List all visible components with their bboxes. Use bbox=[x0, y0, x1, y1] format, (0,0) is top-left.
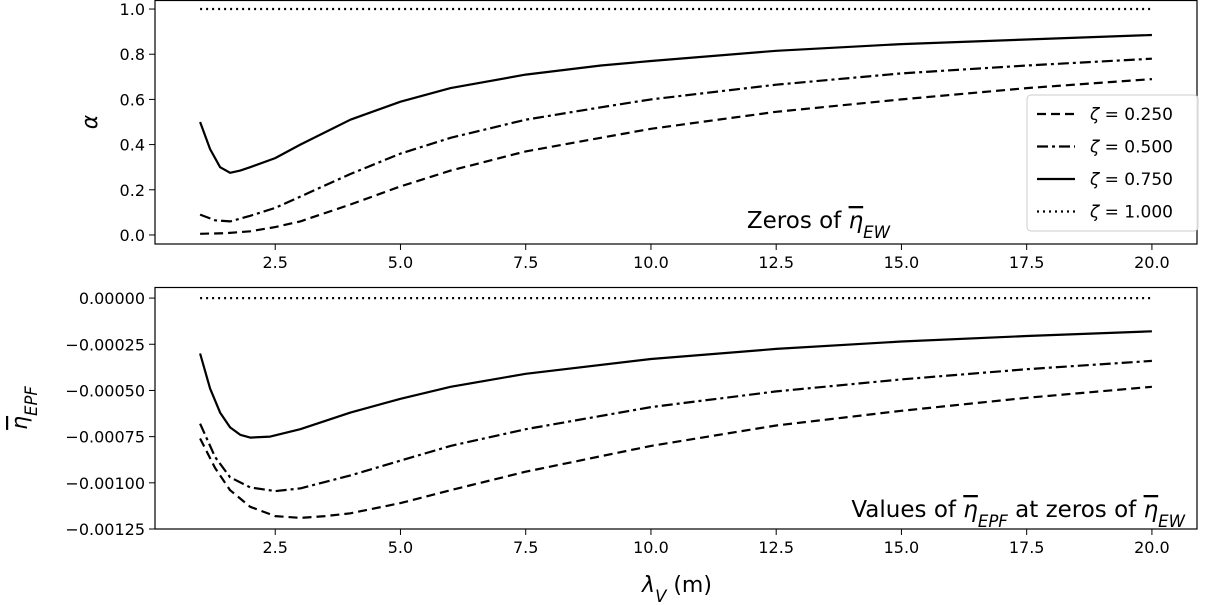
annotation-text: Zeros of ηEW bbox=[747, 208, 891, 242]
x-tick-label: 17.5 bbox=[1009, 538, 1045, 557]
x-axis-label: λV (m) bbox=[641, 573, 712, 605]
y-tick-label: 0.6 bbox=[120, 90, 145, 109]
y-tick-label: 0.00000 bbox=[79, 289, 145, 308]
y-axis-label: ηEPF bbox=[8, 386, 41, 430]
y-tick-label: −0.00025 bbox=[65, 335, 145, 354]
plot-frame bbox=[154, 286, 1198, 530]
legend-label: ζ = 1.000 bbox=[1089, 203, 1173, 223]
x-tick-label: 17.5 bbox=[1009, 253, 1045, 272]
x-tick-label: 7.5 bbox=[513, 538, 538, 557]
alpha-panel: 2.5 5.0 7.5 10.0 12.5 15.0 17.5 20.0 0.0 0.2 0.4 0.… bbox=[78, 0, 1199, 272]
x-tick-label: 12.5 bbox=[758, 538, 794, 557]
y-tick-label: 1.0 bbox=[120, 0, 145, 19]
series-line-dashdot bbox=[199, 359, 1152, 493]
annotation-text: Values of ηEPF at zeros of ηEW bbox=[851, 497, 1185, 531]
legend-label: ζ = 0.500 bbox=[1089, 138, 1173, 158]
y-axis-label: α bbox=[78, 114, 103, 129]
legend-box bbox=[1026, 94, 1199, 232]
x-tick-label: 2.5 bbox=[263, 253, 288, 272]
x-tick-label: 2.5 bbox=[263, 538, 288, 557]
x-tick-label: 20.0 bbox=[1134, 253, 1170, 272]
y-tick-label: −0.00050 bbox=[65, 381, 145, 400]
series-line-dashed bbox=[200, 78, 1152, 235]
y-tick-label: 0.0 bbox=[120, 226, 145, 245]
y-tick-label: 0.4 bbox=[120, 136, 145, 155]
x-tick-label: 5.0 bbox=[388, 538, 413, 557]
x-tick-label: 7.5 bbox=[513, 253, 538, 272]
x-tick-label: 10.0 bbox=[633, 253, 669, 272]
series-line-solid bbox=[199, 330, 1152, 439]
x-tick-label: 15.0 bbox=[884, 253, 920, 272]
y-tick-label: −0.00125 bbox=[65, 520, 145, 539]
y-tick-label: 0.2 bbox=[120, 181, 145, 200]
x-tick-label: 15.0 bbox=[884, 538, 920, 557]
series-line-dashed bbox=[199, 385, 1152, 520]
legend-label: ζ = 0.750 bbox=[1089, 170, 1173, 190]
series-line-dashdot bbox=[199, 57, 1152, 223]
y-tick-label: 0.8 bbox=[120, 45, 145, 64]
y-tick-label: −0.00075 bbox=[65, 428, 145, 447]
legend-label: ζ = 0.250 bbox=[1089, 105, 1173, 125]
x-tick-label: 20.0 bbox=[1134, 538, 1170, 557]
x-tick-label: 12.5 bbox=[758, 253, 794, 272]
eta-epf-panel: 2.5 5.0 7.5 10.0 12.5 15.0 17.5 20.0 0.00000 −0.0… bbox=[8, 286, 1198, 605]
series-line-solid bbox=[199, 33, 1152, 174]
x-tick-label: 10.0 bbox=[633, 538, 669, 557]
x-tick-label: 5.0 bbox=[388, 253, 413, 272]
y-tick-label: −0.00100 bbox=[65, 474, 145, 493]
